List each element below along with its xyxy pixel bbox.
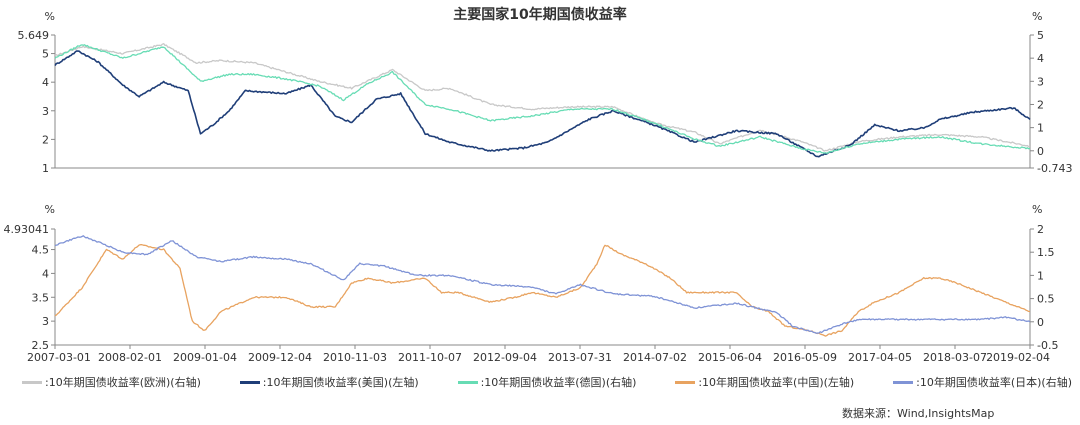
legend: :10年期国债收益率(欧洲)(右轴) :10年期国债收益率(美国)(左轴) :1… (22, 372, 1072, 392)
top-right-tick-label: -0.743 (1037, 162, 1072, 175)
top-left-tick-label: 5 (42, 48, 49, 61)
bottom-right-unit-label: % (1032, 203, 1042, 216)
legend-item-europe: :10年期国债收益率(欧洲)(右轴) (22, 374, 201, 390)
bottom-left-tick-label: 4 (42, 267, 49, 280)
legend-swatch-europe (22, 380, 42, 384)
top-right-unit-label: % (1032, 10, 1042, 23)
data-source: 数据来源：Wind,InsightsMap (842, 407, 995, 420)
bottom-right-tick-label: 2 (1037, 223, 1044, 236)
legend-item-japan: :10年期国债收益率(日本)(右轴) (893, 374, 1072, 390)
legend-label-europe: :10年期国债收益率(欧洲)(右轴) (45, 376, 201, 389)
legend-swatch-japan (893, 380, 914, 384)
legend-label-germany: :10年期国债收益率(德国)(右轴) (480, 376, 637, 389)
bottom-left-tick-label: 4.93041 (4, 223, 50, 236)
bottom-left-tick-label: 4.5 (32, 244, 50, 257)
top-left-tick-label: 2 (42, 133, 49, 146)
bottom-left-tick-label: 3.5 (32, 291, 50, 304)
legend-item-us: :10年期国债收益率(美国)(左轴) (239, 374, 419, 390)
top-right-tick-label: 5 (1037, 29, 1044, 42)
top-series-line-1 (54, 50, 1031, 158)
x-tick-label: 2013-07-31 (548, 351, 612, 364)
top-left-tick-label: 1 (42, 162, 49, 175)
chart-title: 主要国家10年期国债收益率 (453, 7, 627, 23)
x-tick-label: 2009-01-04 (173, 351, 237, 364)
x-tick-label: 2018-03-07 (923, 351, 987, 364)
bottom-left-tick-label: 2.5 (32, 339, 50, 352)
top-left-tick-label: 4 (42, 76, 49, 89)
bottom-right-tick-label: 1.5 (1037, 246, 1055, 259)
legend-label-us: :10年期国债收益率(美国)(左轴) (262, 376, 419, 389)
bottom-left-tick-label: 3 (42, 315, 49, 328)
top-left-tick-label: 3 (42, 105, 49, 118)
top-left-tick-label: 5.649 (18, 29, 50, 42)
top-series-line-2 (54, 44, 1031, 154)
top-right-tick-label: 3 (1037, 75, 1044, 88)
x-tick-label: 2015-06-04 (698, 351, 762, 364)
legend-item-china: :10年期国债收益率(中国)(左轴) (675, 374, 854, 390)
top-right-tick-label: 0 (1037, 145, 1044, 158)
x-tick-label: 2014-07-02 (623, 351, 687, 364)
x-tick-label: 2019-02-04 (986, 351, 1050, 364)
bottom-series-line-0 (54, 244, 1031, 337)
top-right-tick-label: 2 (1037, 98, 1044, 111)
x-tick-label: 2016-05-09 (773, 351, 837, 364)
legend-label-japan: :10年期国债收益率(日本)(右轴) (916, 376, 1072, 389)
bottom-right-tick-label: 1 (1037, 269, 1044, 282)
top-right-tick-label: 1 (1037, 122, 1044, 135)
bottom-right-tick-label: 0.5 (1037, 293, 1055, 306)
legend-swatch-china (675, 380, 696, 384)
top-left-unit-label: % (45, 10, 55, 23)
x-tick-label: 2008-02-01 (98, 351, 162, 364)
x-tick-label: 2017-04-05 (848, 351, 912, 364)
bottom-right-tick-label: 0 (1037, 316, 1044, 329)
legend-label-china: :10年期国债收益率(中国)(左轴) (698, 376, 855, 389)
legend-swatch-germany (457, 380, 478, 384)
top-right-tick-label: 4 (1037, 52, 1044, 65)
x-tick-label: 2012-09-04 (473, 351, 537, 364)
bottom-series-line-1 (54, 235, 1031, 334)
x-tick-label: 2009-12-04 (248, 351, 312, 364)
legend-swatch-us (239, 380, 260, 384)
top-series-line-0 (54, 43, 1031, 152)
legend-item-germany: :10年期国债收益率(德国)(右轴) (457, 374, 637, 390)
x-tick-label: 2007-03-01 (27, 351, 91, 364)
bottom-left-unit-label: % (45, 203, 55, 216)
x-tick-label: 2011-10-07 (398, 351, 462, 364)
bottom-right-tick-label: -0.5 (1037, 339, 1058, 352)
x-tick-label: 2010-11-03 (323, 351, 387, 364)
